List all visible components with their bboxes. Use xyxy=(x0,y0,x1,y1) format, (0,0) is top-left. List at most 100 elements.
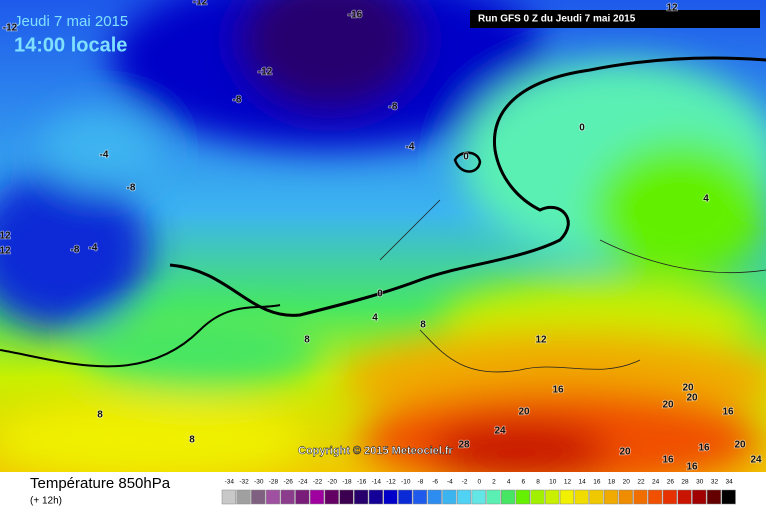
scale-label: 34 xyxy=(726,479,734,486)
temperature-field xyxy=(0,0,766,472)
scale-swatch xyxy=(368,489,383,505)
scale-swatch xyxy=(648,489,663,505)
contour-label: 16 xyxy=(722,407,734,418)
scale-label: 26 xyxy=(667,479,675,486)
contour-label: 12 xyxy=(535,335,547,346)
scale-label: 28 xyxy=(681,479,689,486)
contour-label: -8 xyxy=(71,245,80,256)
contour-label: 16 xyxy=(662,455,674,466)
contour-label: -8 xyxy=(389,102,398,113)
scale-swatch xyxy=(221,489,236,505)
scale-swatch xyxy=(530,489,545,505)
scale-label: -30 xyxy=(254,479,264,486)
contour-label: 20 xyxy=(619,447,631,458)
contour-label: 4 xyxy=(703,194,709,205)
scale-swatch xyxy=(692,489,707,505)
scale-label: -22 xyxy=(313,479,323,486)
scale-swatch xyxy=(398,489,413,505)
scale-swatch xyxy=(515,489,530,505)
scale-swatch xyxy=(442,489,457,505)
contour-label: 20 xyxy=(734,440,746,451)
contour-label: 0 xyxy=(463,152,469,163)
scale-label: 16 xyxy=(593,479,601,486)
contour-label: 12 xyxy=(0,231,11,242)
scale-label: 18 xyxy=(608,479,616,486)
scale-swatch xyxy=(412,489,428,505)
scale-swatch xyxy=(280,489,295,505)
footer-step: (+ 12h) xyxy=(30,496,62,507)
scale-swatch xyxy=(721,489,736,505)
contour-label: 20 xyxy=(518,407,530,418)
contour-label: 12 xyxy=(666,3,678,14)
scale-swatch xyxy=(706,489,722,505)
contour-label: -12 xyxy=(3,23,18,34)
scale-label: 24 xyxy=(652,479,660,486)
scale-swatch xyxy=(339,489,354,505)
contour-label: -16 xyxy=(348,10,363,21)
scale-label: -10 xyxy=(401,479,411,486)
scale-swatch xyxy=(662,489,677,505)
scale-label: -24 xyxy=(298,479,308,486)
footer-title: Température 850hPa xyxy=(30,475,171,492)
scale-swatch xyxy=(486,489,501,505)
scale-label: -26 xyxy=(283,479,293,486)
contour-label: -12 xyxy=(258,67,273,78)
scale-label: 4 xyxy=(507,479,511,486)
scale-swatch xyxy=(559,489,575,505)
scale-swatch xyxy=(427,489,442,505)
contour-label: -4 xyxy=(89,243,98,254)
scale-swatch xyxy=(589,489,604,505)
scale-label: -20 xyxy=(328,479,338,486)
scale-label: -6 xyxy=(432,479,438,486)
scale-swatch xyxy=(236,489,251,505)
scale-label: 14 xyxy=(579,479,587,486)
scale-label: -34 xyxy=(225,479,235,486)
contour-label: 16 xyxy=(552,385,564,396)
contour-label: 0 xyxy=(377,289,383,300)
scale-swatch xyxy=(545,489,560,505)
scale-label: 10 xyxy=(549,479,557,486)
run-info: Run GFS 0 Z du Jeudi 7 mai 2015 xyxy=(478,14,636,25)
contour-label: 8 xyxy=(97,410,103,421)
scale-swatch xyxy=(574,489,589,505)
scale-label: 30 xyxy=(696,479,704,486)
scale-label: 12 xyxy=(564,479,572,486)
scale-label: 2 xyxy=(492,479,496,486)
scale-swatch xyxy=(677,489,692,505)
scale-label: -2 xyxy=(462,479,468,486)
contour-label: 8 xyxy=(304,335,310,346)
scale-swatch xyxy=(251,489,266,505)
scale-swatch xyxy=(309,489,325,505)
scale-swatch xyxy=(383,489,398,505)
copyright: Copyright © 2015 Meteociel.fr xyxy=(298,445,454,457)
contour-label: 24 xyxy=(750,455,762,466)
contour-label: 12 xyxy=(0,246,11,257)
contour-label: 16 xyxy=(698,443,710,454)
scale-label: -28 xyxy=(269,479,279,486)
scale-swatch xyxy=(603,489,619,505)
scale-label: 22 xyxy=(637,479,645,486)
contour-label: 24 xyxy=(494,426,506,437)
date: Jeudi 7 mai 2015 xyxy=(14,13,128,30)
scale-swatch xyxy=(324,489,339,505)
scale-swatch xyxy=(295,489,310,505)
scale-label: 20 xyxy=(623,479,631,486)
scale-label: -32 xyxy=(239,479,249,486)
contour-label: 0 xyxy=(579,123,585,134)
scale-swatch xyxy=(501,489,516,505)
scale-swatch xyxy=(456,489,472,505)
contour-label: 8 xyxy=(189,435,195,446)
scale-label: -14 xyxy=(372,479,382,486)
scale-label: -18 xyxy=(342,479,352,486)
scale-swatch xyxy=(633,489,648,505)
contour-label: 8 xyxy=(420,320,426,331)
contour-label: -8 xyxy=(233,95,242,106)
scale-label: -12 xyxy=(386,479,396,486)
scale-label: 6 xyxy=(522,479,526,486)
contour-label: 28 xyxy=(458,440,470,451)
contour-label: -4 xyxy=(406,142,415,153)
contour-label: 16 xyxy=(686,462,698,473)
contour-label: -4 xyxy=(100,150,109,161)
contour-label: 4 xyxy=(372,313,378,324)
